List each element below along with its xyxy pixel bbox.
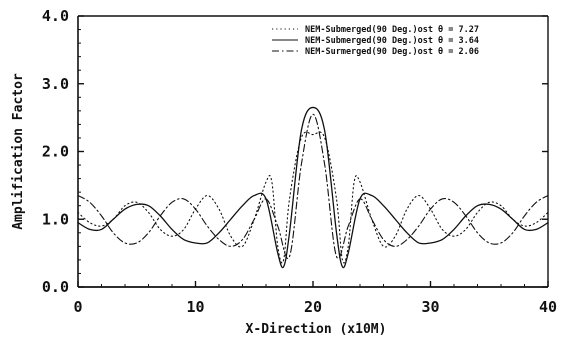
- x-tick-label: 30: [421, 298, 439, 316]
- series-line-3: [77, 113, 549, 260]
- y-tick-label: 2.0: [42, 143, 69, 161]
- legend-label-2: NEM-Submerged(90 Deg.)ost θ = 3.64: [305, 36, 479, 46]
- legend-label-3: NEM-Surmerged(90 Deg.)ost θ = 2.06: [305, 47, 479, 57]
- legend-label-1: NEM-Submerged(90 Deg.)ost θ = 7.27: [305, 25, 479, 35]
- series-line-1: [77, 131, 549, 264]
- x-axis-label: X-Direction (x10M): [246, 322, 387, 337]
- y-tick-label: 1.0: [42, 210, 69, 228]
- y-tick-label: 3.0: [42, 75, 69, 93]
- series-layer: [77, 106, 549, 269]
- tick-layer: 0.0 1.0 2.0 3.0 4.0 0 10 20 30 40: [42, 7, 557, 316]
- x-tick-label: 10: [186, 298, 204, 316]
- x-tick-label: 0: [73, 298, 82, 316]
- series-line-2: [77, 106, 549, 269]
- y-axis-label: Amplification Factor: [11, 73, 26, 230]
- y-tick-label: 0.0: [42, 278, 69, 296]
- x-tick-label: 40: [539, 298, 557, 316]
- legend: NEM-Submerged(90 Deg.)ost θ = 7.27NEM-Su…: [272, 25, 479, 57]
- x-tick-label: 20: [304, 298, 322, 316]
- y-tick-label: 4.0: [42, 7, 69, 25]
